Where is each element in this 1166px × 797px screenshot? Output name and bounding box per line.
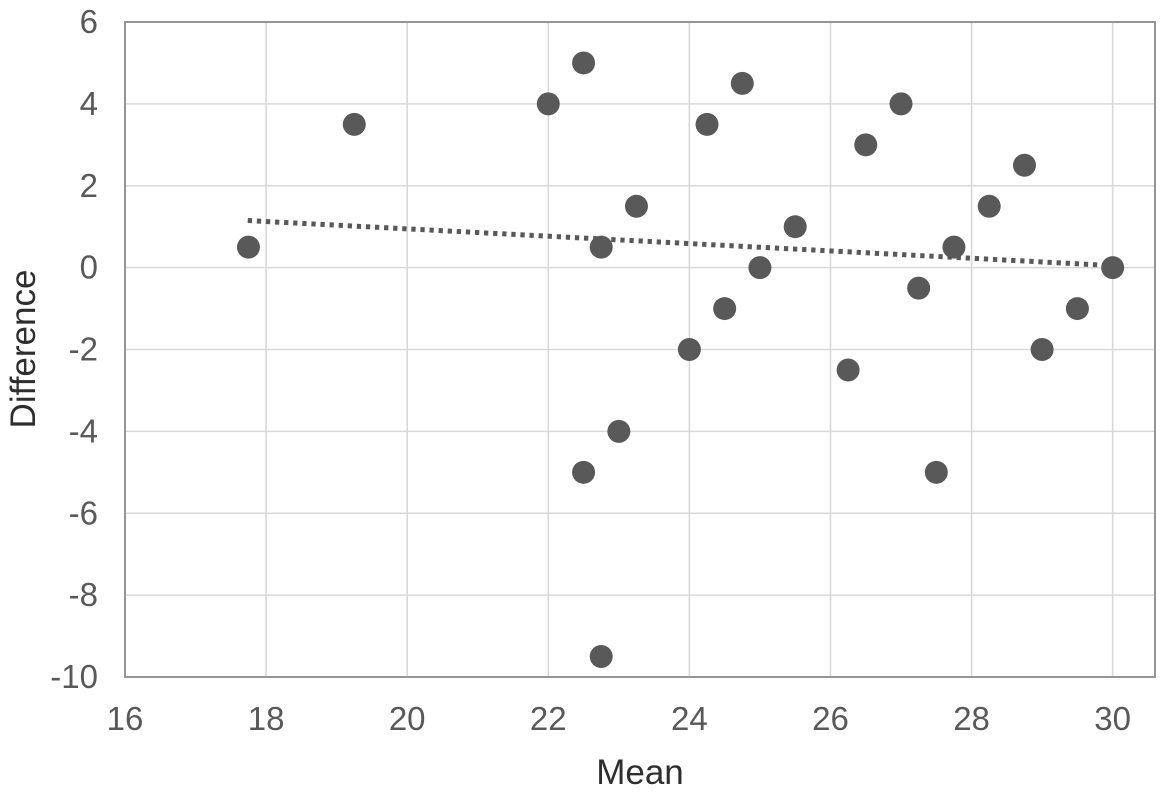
data-point: [695, 112, 719, 136]
x-tick-label: 22: [530, 700, 567, 737]
x-tick-label: 28: [953, 700, 990, 737]
data-point: [924, 460, 948, 484]
data-point: [589, 645, 613, 669]
data-point: [342, 112, 366, 136]
x-tick-label: 30: [1094, 700, 1131, 737]
y-tick-label: 4: [80, 85, 98, 122]
data-point: [572, 460, 596, 484]
data-point: [977, 194, 1001, 218]
data-point: [1030, 338, 1054, 361]
y-tick-label: -6: [69, 494, 98, 531]
data-point: [1012, 153, 1036, 177]
data-point: [589, 235, 613, 259]
y-tick-label: -8: [69, 576, 98, 613]
y-tick-label: -10: [50, 658, 98, 695]
x-tick-label: 24: [671, 700, 708, 737]
y-tick-label: 2: [80, 167, 98, 204]
y-tick-label: -2: [69, 331, 98, 368]
plot-border: [124, 21, 1156, 678]
data-point: [730, 71, 754, 95]
data-point: [236, 235, 260, 259]
data-point: [854, 133, 878, 157]
x-tick-label: 26: [812, 700, 849, 737]
data-point: [1065, 297, 1089, 321]
data-point: [624, 194, 648, 218]
x-axis-title: Mean: [596, 753, 684, 792]
x-tick-label: 16: [107, 700, 144, 737]
data-point: [748, 256, 772, 280]
data-point: [713, 297, 737, 321]
x-tick-label: 18: [248, 700, 285, 737]
x-tick-label: 20: [389, 700, 426, 737]
data-point: [942, 235, 966, 259]
data-point: [836, 358, 860, 382]
y-tick-label: 6: [80, 3, 98, 40]
data-point: [783, 215, 807, 239]
data-point: [536, 92, 560, 116]
data-point: [572, 51, 596, 75]
trendline: [247, 218, 1120, 269]
y-tick-label: 0: [80, 249, 98, 286]
data-point: [907, 276, 931, 300]
data-point: [607, 419, 631, 443]
data-point: [889, 92, 913, 116]
data-point: [1101, 256, 1125, 280]
data-point: [677, 338, 701, 361]
y-axis-title: Difference: [4, 269, 43, 429]
y-tick-label: -4: [69, 412, 98, 449]
